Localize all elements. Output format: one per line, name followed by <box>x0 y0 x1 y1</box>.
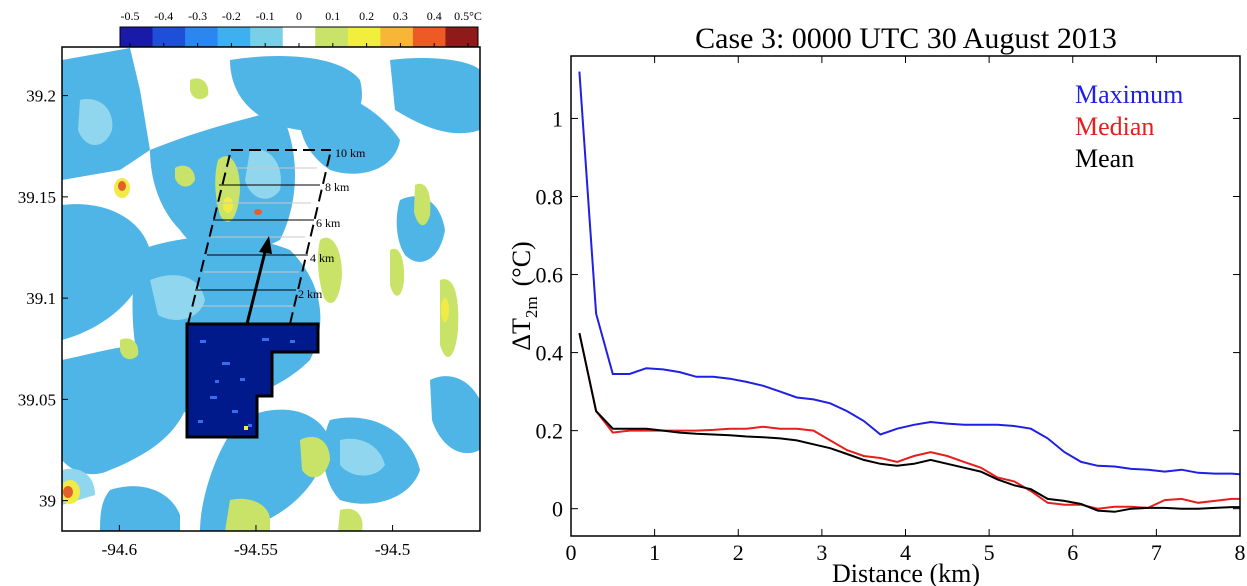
x-tick-label: 8 <box>1235 540 1246 565</box>
colorbar-cell <box>445 27 479 47</box>
y-tick-label: 1 <box>552 106 563 131</box>
x-tick-label: 4 <box>900 540 911 565</box>
colorbar-cell <box>217 27 251 47</box>
hot-spots <box>63 181 262 498</box>
y-tick-label: 0.8 <box>536 184 564 209</box>
colorbar-tick-label: -0.2 <box>222 9 241 23</box>
colorbar: -0.5 -0.4 -0.3 -0.2 -0.1 0 0.1 0.2 0.3 0.4 0.5°C <box>119 9 482 48</box>
map-y-tick-label: 39.1 <box>26 289 56 308</box>
map-x-tick-label: -94.5 <box>375 540 410 559</box>
series-line-median <box>578 332 1240 510</box>
colorbar-tick-label: 0.5°C <box>454 9 482 23</box>
downwind-box: 2 km 4 km 6 km 8 km 10 km <box>187 146 366 325</box>
map-y-tick-label: 39.15 <box>18 188 56 207</box>
colorbar-tick-label: 0.2 <box>359 9 374 23</box>
y-tick-label: 0.2 <box>536 419 564 444</box>
warm-anomaly-areas <box>120 78 459 531</box>
temperature-field <box>62 48 480 531</box>
colorbar-cell <box>185 27 219 47</box>
colorbar-cell <box>347 27 381 47</box>
legend: Maximum Median Mean <box>1075 80 1183 173</box>
x-tick-label: 0 <box>566 540 577 565</box>
colorbar-tick-label: 0.3 <box>393 9 408 23</box>
colorbar-cell <box>282 27 316 47</box>
wind-arrow-head <box>259 236 272 254</box>
chart-x-axis: 0 1 2 3 4 5 6 7 8 <box>566 56 1246 565</box>
chart-y-axis: 0 0.2 0.4 0.6 0.8 1 <box>536 106 1240 522</box>
colorbar-tick-label: -0.5 <box>121 9 140 23</box>
x-tick-label: 2 <box>733 540 744 565</box>
colorbar-cell <box>315 27 349 47</box>
distance-label: 8 km <box>325 180 350 194</box>
line-chart: Case 3: 0000 UTC 30 August 2013 0 1 2 3 4 5 6 7… <box>507 22 1246 586</box>
x-axis-label: Distance (km) <box>832 559 980 586</box>
legend-entry-maximum: Maximum <box>1075 80 1183 109</box>
x-tick-label: 1 <box>649 540 660 565</box>
map-x-axis: -94.6 -94.55 -94.5 <box>102 525 410 559</box>
map-y-tick-label: 39 <box>39 492 56 511</box>
y-tick-label: 0 <box>552 497 563 522</box>
lake-area <box>185 322 320 439</box>
wind-arrow-shaft <box>245 247 268 325</box>
x-tick-label: 5 <box>984 540 995 565</box>
x-tick-label: 6 <box>1067 540 1078 565</box>
y-label-main: ΔT <box>507 318 536 351</box>
colorbar-cells <box>120 27 479 47</box>
colorbar-tick-labels: -0.5 -0.4 -0.3 -0.2 -0.1 0 0.1 0.2 0.3 0.4 0.5°C <box>121 9 482 23</box>
svg-text:ΔT2m(°C): ΔT2m (°C) <box>507 241 541 350</box>
colorbar-tick-label: -0.3 <box>188 9 207 23</box>
colorbar-tick-label: 0.4 <box>427 9 442 23</box>
colorbar-tick-label: -0.4 <box>154 9 173 23</box>
y-label-subscript: 2m <box>522 296 541 318</box>
map-panel: 2 km 4 km 6 km 8 km 10 km -94.6 -94.55 -94… <box>18 46 481 559</box>
y-label-unit: (°C) <box>507 241 536 286</box>
colorbar-cell <box>250 27 284 47</box>
map-y-tick-label: 39.05 <box>18 390 56 409</box>
legend-entry-mean: Mean <box>1075 144 1134 173</box>
colorbar-tick-label: 0.1 <box>325 9 340 23</box>
y-tick-label: 0.4 <box>536 341 564 366</box>
map-y-tick-label: 39.2 <box>26 87 56 106</box>
y-axis-label: ΔT2m (°C) <box>507 241 541 350</box>
legend-entry-median: Median <box>1075 112 1154 141</box>
colorbar-cell <box>380 27 414 47</box>
box-left-edge <box>187 149 232 325</box>
lake-speckles <box>198 338 295 427</box>
box-right-edge <box>289 149 332 325</box>
x-tick-label: 3 <box>816 540 827 565</box>
lake-hot-pixel <box>244 426 248 430</box>
distance-label: 10 km <box>335 146 366 160</box>
distance-labels: 2 km 4 km 6 km 8 km 10 km <box>298 146 366 301</box>
colorbar-cell <box>412 27 446 47</box>
box-km-lines <box>195 184 320 291</box>
series-line-maximum <box>578 71 1241 476</box>
series-line-mean <box>578 332 1240 513</box>
box-bin-lines <box>198 167 317 307</box>
distance-label: 6 km <box>316 216 341 230</box>
map-frame <box>61 46 481 532</box>
colorbar-tick-label: -0.1 <box>256 9 275 23</box>
colorbar-tick-label: 0 <box>296 9 302 23</box>
map-x-tick-label: -94.55 <box>234 540 278 559</box>
map-x-tick-label: -94.6 <box>102 540 137 559</box>
colorbar-cell <box>120 27 154 47</box>
distance-label: 2 km <box>298 287 323 301</box>
y-tick-label: 0.6 <box>536 263 564 288</box>
distance-label: 4 km <box>310 251 335 265</box>
chart-title: Case 3: 0000 UTC 30 August 2013 <box>695 22 1117 55</box>
chart-series <box>578 71 1241 513</box>
colorbar-cell <box>152 27 186 47</box>
map-y-axis: 39.2 39.15 39.1 39.05 39 <box>18 87 68 511</box>
x-tick-label: 7 <box>1151 540 1162 565</box>
